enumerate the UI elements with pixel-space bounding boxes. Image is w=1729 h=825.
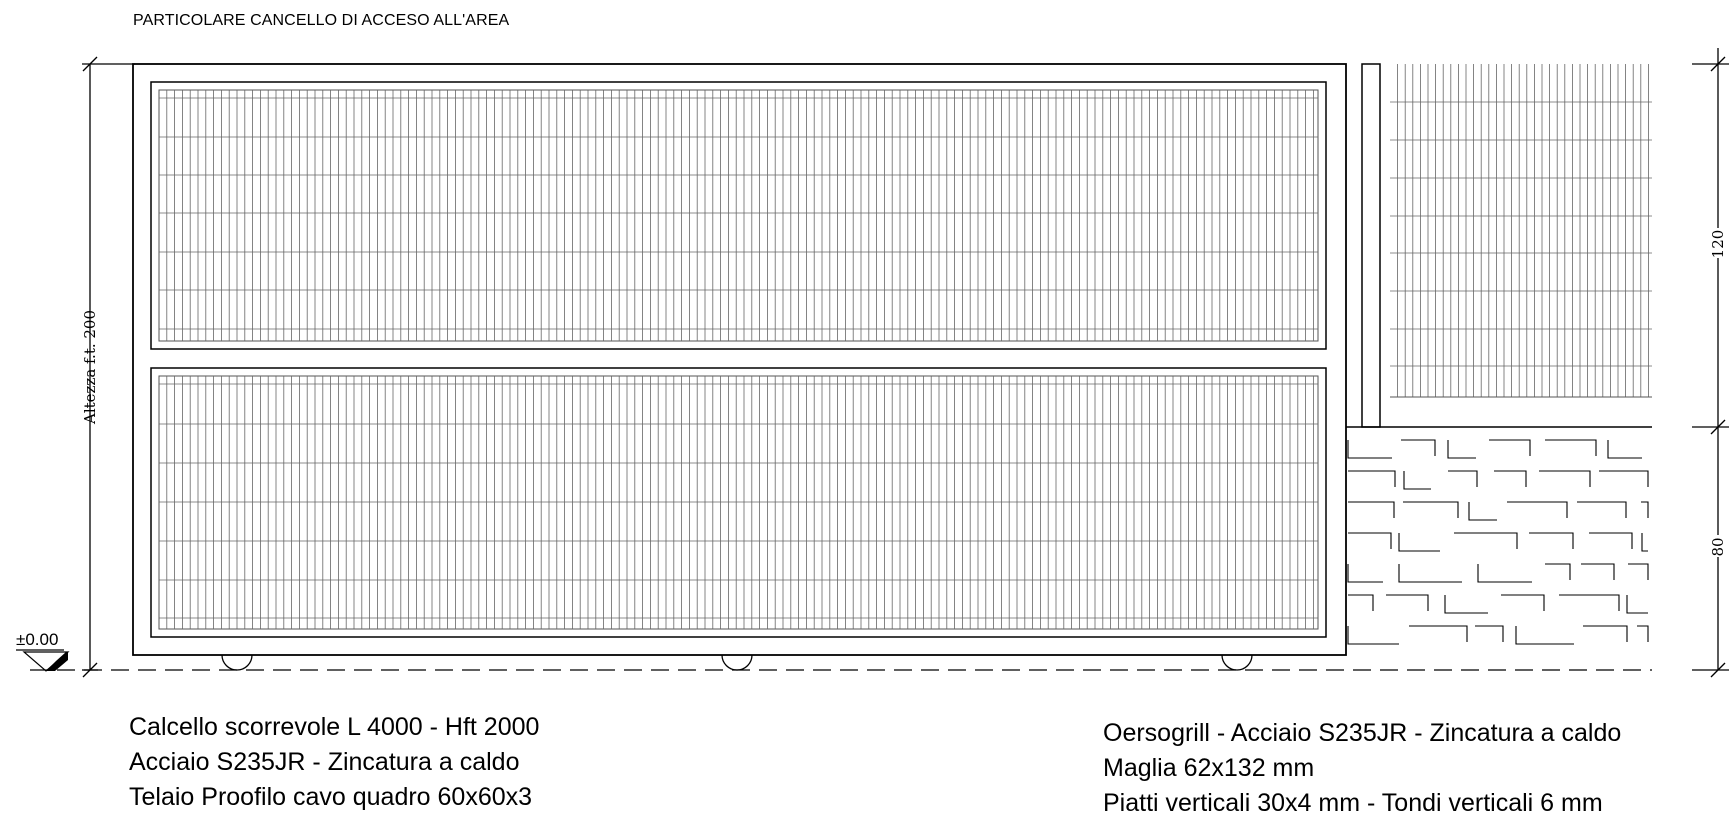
grill-notes: Oersogrill - Acciaio S235JR - Zincatura … — [1103, 716, 1621, 821]
stone-wall-pattern — [1347, 439, 1649, 645]
height-dimension-label: Altezza f.t. 200 — [81, 310, 99, 425]
wheel-left — [221, 654, 253, 671]
upper-panel-frame — [150, 81, 1327, 350]
gate-note-line: Telaio Proofilo cavo quadro 60x60x3 — [129, 783, 533, 811]
gate-notes: Calcello scorrevole L 4000 - Hft 2000 Ac… — [129, 710, 539, 815]
gate-frame — [132, 63, 1347, 656]
wheel-right — [1221, 654, 1253, 671]
upper-panel-mesh — [159, 90, 1318, 341]
level-marker — [16, 649, 70, 672]
grill-note-line: Piatti verticali 30x4 mm - Tondi vertica… — [1103, 789, 1603, 817]
lower-panel-frame — [150, 367, 1327, 638]
gate-note-line: Acciaio S235JR - Zincatura a caldo — [129, 748, 520, 776]
fence-post — [1361, 63, 1381, 428]
grill-note-line: Maglia 62x132 mm — [1103, 754, 1315, 782]
lower-panel-mesh-border — [158, 375, 1319, 630]
upper-panel-mesh-border — [158, 89, 1319, 342]
lower-panel-mesh — [159, 376, 1318, 629]
lower-wall-dimension-label: 80 — [1709, 537, 1727, 556]
grill-note-line: Oersogrill - Acciaio S235JR - Zincatura … — [1103, 719, 1622, 747]
right-dimension — [1692, 48, 1729, 678]
gate-note-line: Calcello scorrevole L 4000 - Hft 2000 — [129, 713, 540, 741]
drawing-title: PARTICOLARE CANCELLO DI ACCESO ALL'AREA — [133, 12, 510, 29]
level-label: ±0.00 — [16, 630, 58, 649]
upper-mesh-dimension-label: 120 — [1709, 230, 1727, 259]
fence-mesh — [1390, 64, 1652, 397]
wheel-middle — [721, 654, 753, 671]
